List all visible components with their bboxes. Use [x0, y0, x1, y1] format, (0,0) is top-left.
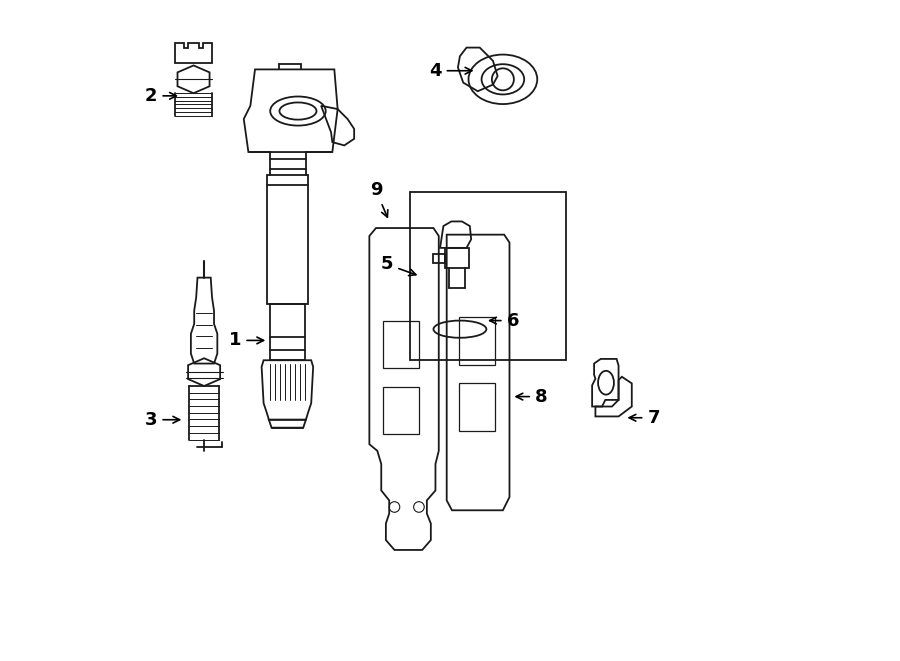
- Bar: [382, 387, 418, 434]
- Bar: [270, 304, 304, 360]
- Bar: [267, 175, 308, 304]
- Text: 6: 6: [490, 311, 519, 330]
- Text: 5: 5: [381, 255, 416, 276]
- Bar: [382, 321, 418, 368]
- Text: 3: 3: [145, 410, 180, 429]
- Text: 2: 2: [145, 87, 176, 105]
- Text: 1: 1: [229, 331, 264, 350]
- Text: 7: 7: [629, 408, 660, 427]
- Text: 4: 4: [429, 61, 472, 80]
- Bar: [459, 383, 495, 431]
- Text: 8: 8: [516, 387, 547, 406]
- Text: 9: 9: [370, 181, 388, 217]
- Bar: [459, 317, 495, 365]
- Bar: [410, 192, 566, 360]
